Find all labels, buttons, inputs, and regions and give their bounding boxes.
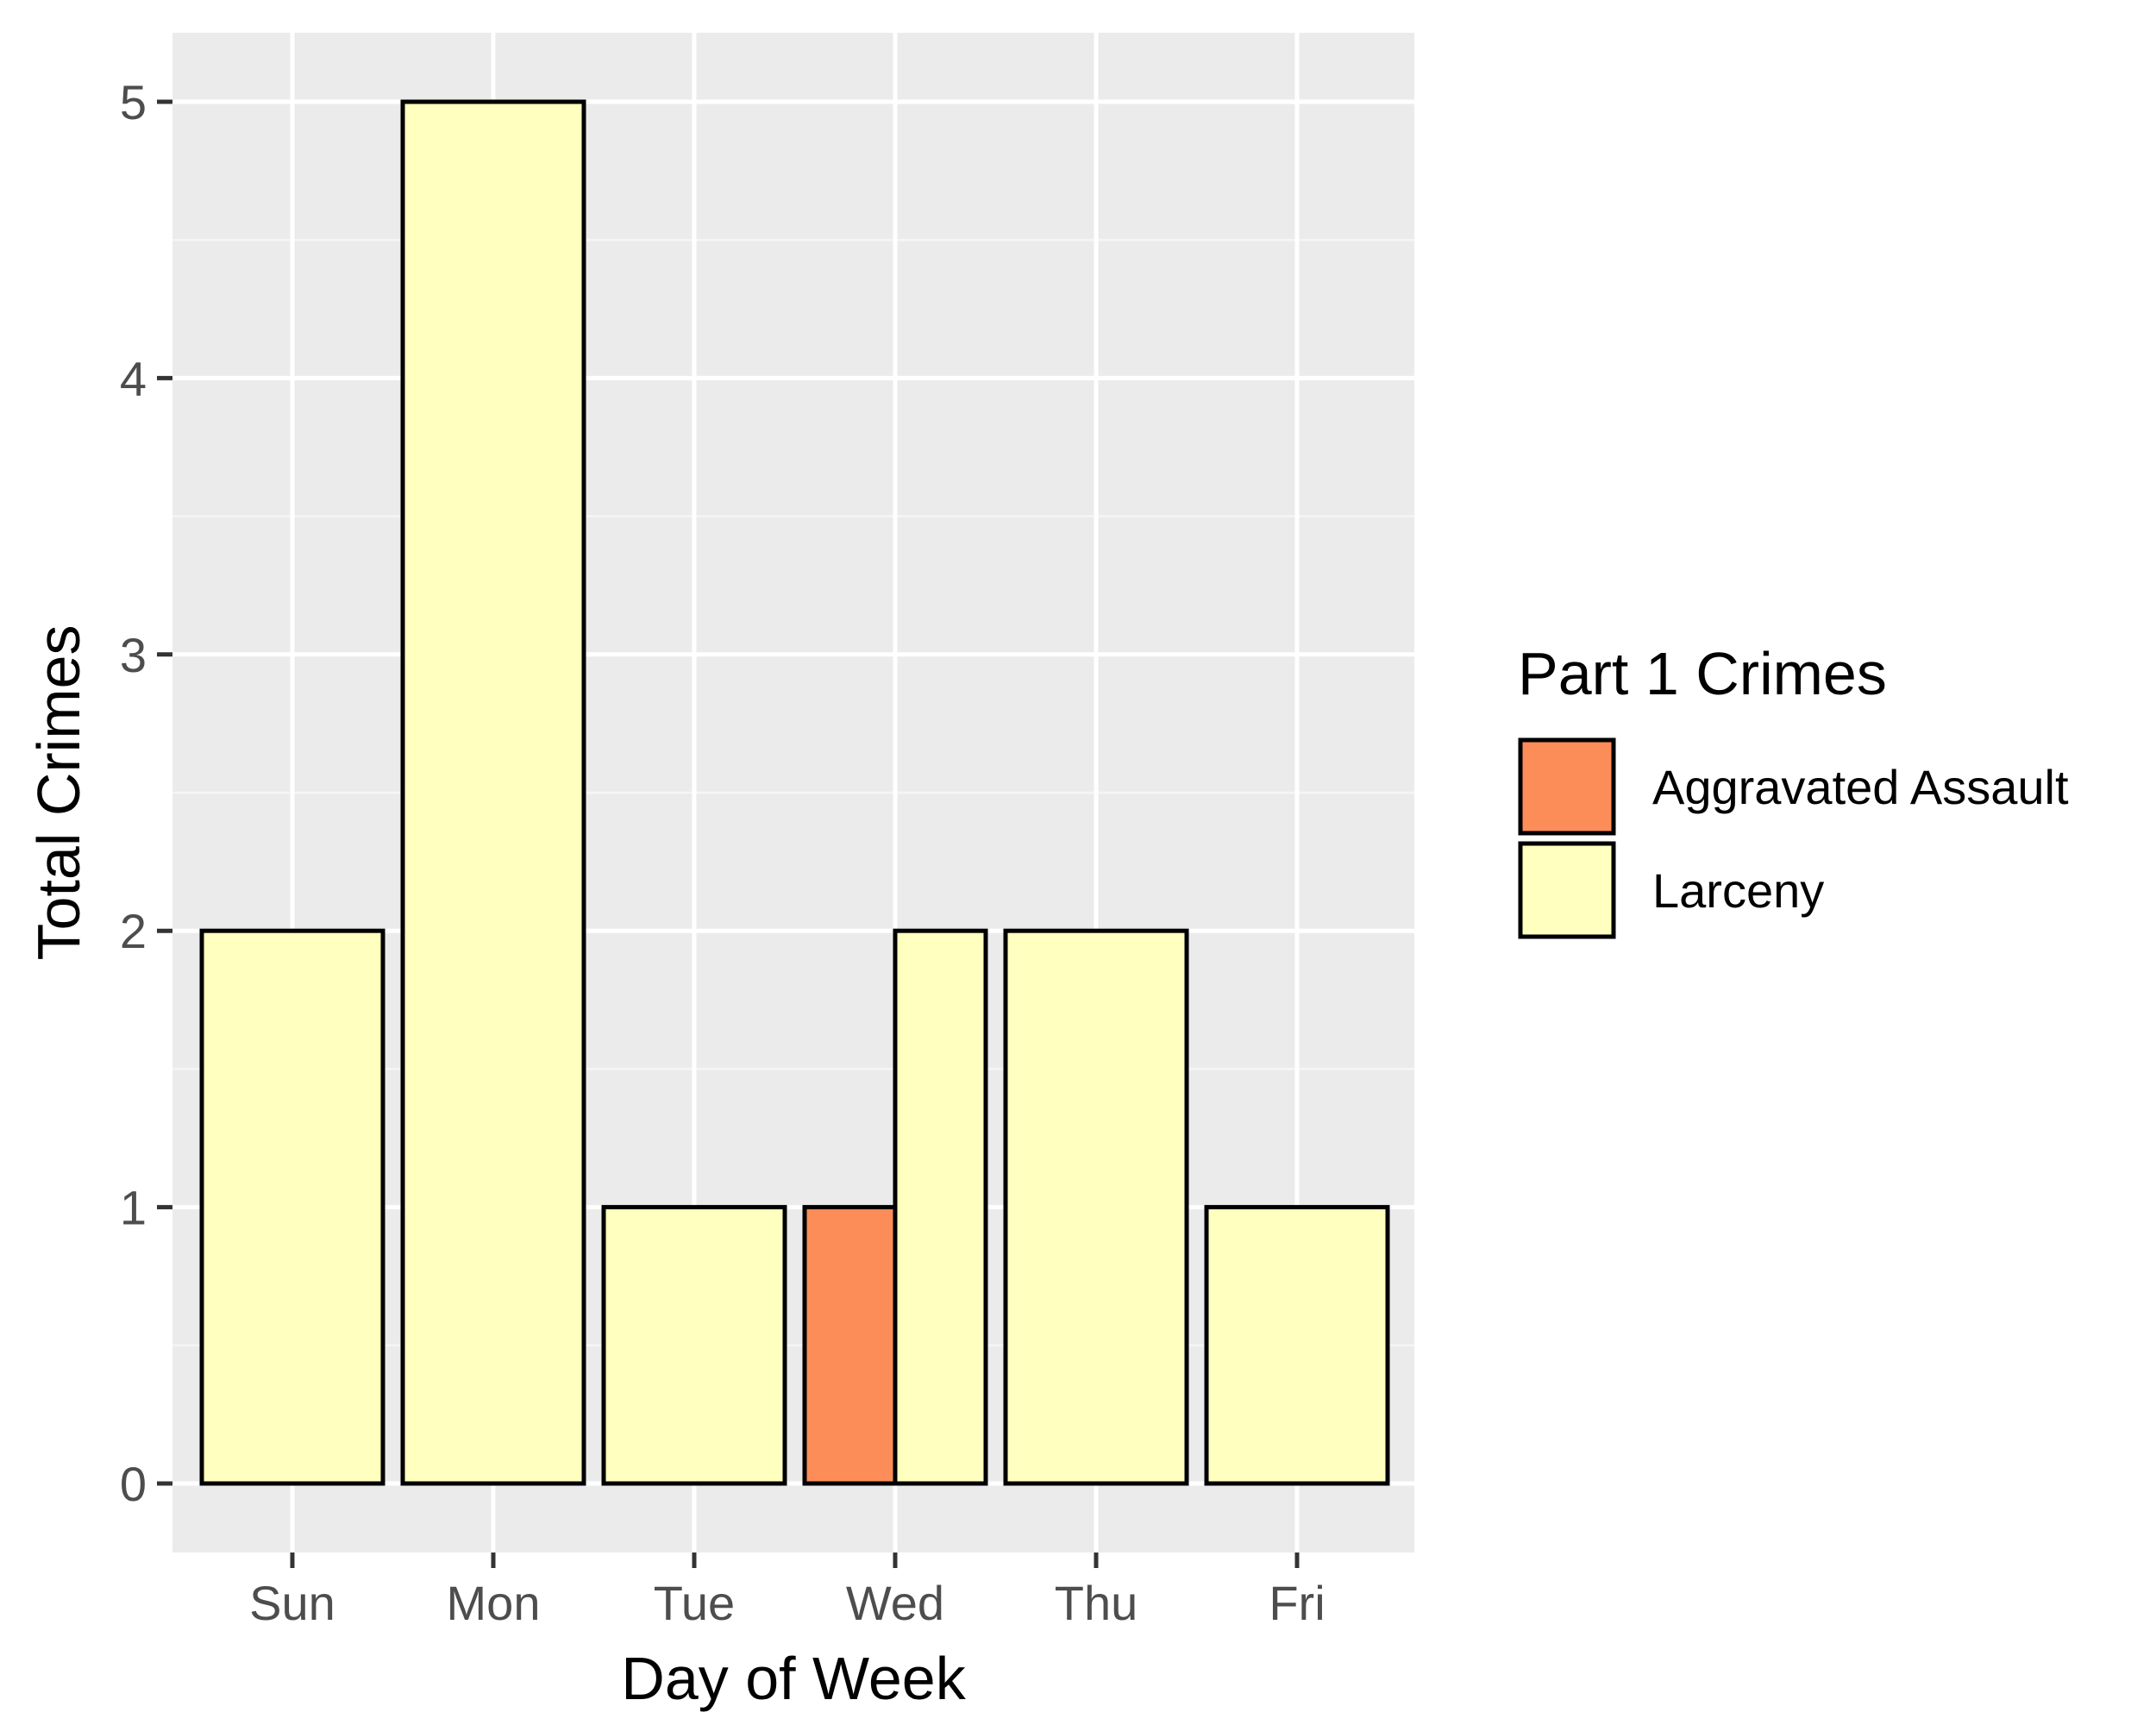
legend: Part 1 Crimes Aggravated Assault Larceny: [1518, 640, 2069, 939]
x-tick-label: Tue: [654, 1576, 735, 1630]
y-axis-title: Total Crimes: [25, 625, 92, 961]
bar: [802, 1205, 898, 1486]
y-axis: 0 1 2 3 4 5: [120, 75, 172, 1511]
legend-items: Aggravated Assault Larceny: [1518, 737, 2069, 939]
x-tick-label: Sun: [249, 1576, 335, 1630]
y-tick-label: 4: [120, 351, 147, 405]
bar: [400, 99, 586, 1486]
y-tick-label: 3: [120, 628, 147, 682]
y-tick-label: 1: [120, 1181, 147, 1235]
x-tick-label: Thu: [1055, 1576, 1138, 1630]
bars: [199, 99, 1390, 1486]
legend-label: Aggravated Assault: [1652, 760, 2069, 814]
x-tick-label: Mon: [447, 1576, 541, 1630]
y-tick-label: 5: [120, 75, 147, 129]
y-tick-label: 2: [120, 904, 147, 958]
legend-key: [1518, 841, 1616, 939]
x-axis: Sun Mon Tue Wed Thu Fri: [249, 1552, 1326, 1630]
bar: [1003, 928, 1189, 1486]
y-tick-label: 0: [120, 1457, 147, 1511]
bar: [601, 1205, 787, 1486]
bar: [1204, 1205, 1390, 1486]
bar: [199, 928, 385, 1486]
x-tick-label: Fri: [1269, 1576, 1325, 1630]
legend-title: Part 1 Crimes: [1518, 640, 1887, 707]
bar: [893, 928, 988, 1486]
legend-key: [1518, 737, 1616, 836]
x-tick-label: Wed: [846, 1576, 944, 1630]
x-axis-title: Day of Week: [621, 1645, 966, 1712]
legend-label: Larceny: [1652, 863, 1824, 918]
